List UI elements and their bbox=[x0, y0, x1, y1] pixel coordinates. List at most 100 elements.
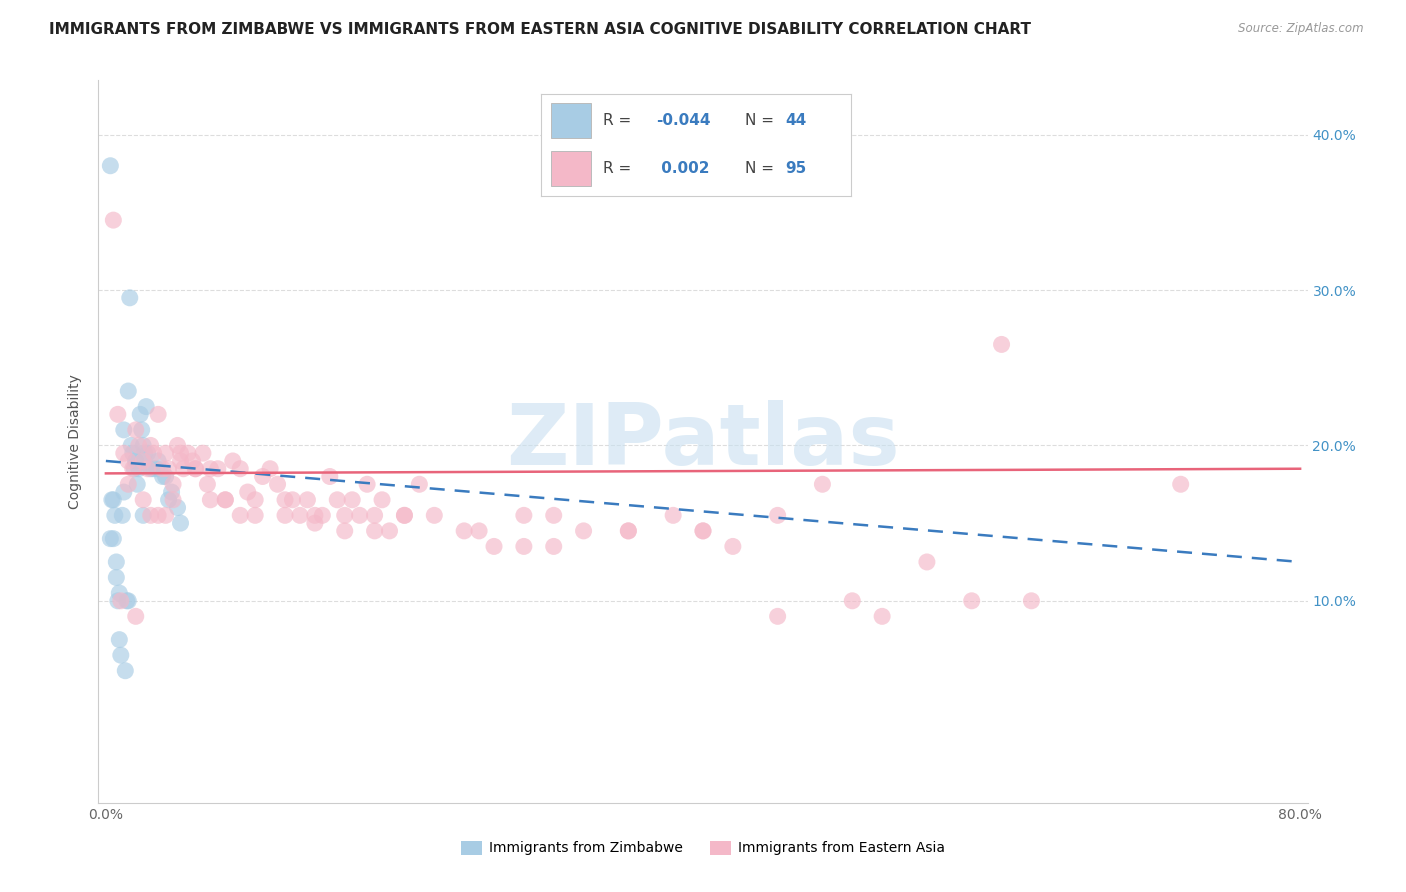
Point bbox=[513, 508, 536, 523]
Point bbox=[259, 461, 281, 475]
Point bbox=[394, 508, 416, 523]
Point bbox=[121, 461, 143, 475]
Legend: Immigrants from Zimbabwe, Immigrants from Eastern Asia: Immigrants from Zimbabwe, Immigrants fro… bbox=[456, 835, 950, 861]
Point bbox=[127, 477, 149, 491]
Point bbox=[915, 555, 938, 569]
Point bbox=[120, 438, 142, 452]
FancyBboxPatch shape bbox=[551, 151, 591, 186]
Point bbox=[766, 508, 789, 523]
Point bbox=[408, 477, 430, 491]
Point bbox=[129, 408, 152, 422]
Point bbox=[482, 540, 505, 554]
Point bbox=[117, 384, 139, 398]
Point bbox=[112, 485, 135, 500]
Point bbox=[132, 508, 155, 523]
Point bbox=[811, 477, 834, 491]
Point bbox=[125, 423, 148, 437]
Point bbox=[333, 524, 356, 538]
Point bbox=[139, 438, 162, 452]
Point bbox=[297, 492, 319, 507]
Point bbox=[117, 454, 139, 468]
Text: Source: ZipAtlas.com: Source: ZipAtlas.com bbox=[1239, 22, 1364, 36]
Point bbox=[110, 648, 132, 663]
Point bbox=[146, 408, 169, 422]
Point bbox=[146, 508, 169, 523]
Point bbox=[274, 508, 297, 523]
Point bbox=[766, 609, 789, 624]
Point bbox=[266, 477, 288, 491]
Point bbox=[394, 508, 416, 523]
Point bbox=[155, 469, 177, 483]
Text: N =: N = bbox=[745, 161, 775, 176]
Point bbox=[142, 446, 165, 460]
Text: N =: N = bbox=[745, 112, 775, 128]
Point bbox=[960, 594, 983, 608]
Point bbox=[274, 492, 297, 507]
Point bbox=[252, 469, 274, 483]
Point bbox=[105, 555, 128, 569]
Point bbox=[423, 508, 446, 523]
Point bbox=[157, 492, 180, 507]
Point bbox=[155, 508, 177, 523]
Point bbox=[281, 492, 304, 507]
Point bbox=[617, 524, 640, 538]
Point bbox=[721, 540, 744, 554]
Point bbox=[378, 524, 401, 538]
Point bbox=[136, 446, 159, 460]
Text: 95: 95 bbox=[786, 161, 807, 176]
Point bbox=[304, 508, 326, 523]
Point bbox=[243, 492, 266, 507]
Text: R =: R = bbox=[603, 161, 631, 176]
Point bbox=[125, 454, 148, 468]
Point bbox=[103, 532, 125, 546]
Point bbox=[1170, 477, 1192, 491]
Point bbox=[152, 461, 174, 475]
Point bbox=[214, 492, 236, 507]
Point bbox=[160, 485, 183, 500]
Point bbox=[169, 454, 191, 468]
Point bbox=[125, 454, 148, 468]
Point bbox=[181, 454, 204, 468]
Point bbox=[114, 664, 136, 678]
Point bbox=[222, 454, 245, 468]
Text: 44: 44 bbox=[786, 112, 807, 128]
Point bbox=[1021, 594, 1043, 608]
Point bbox=[131, 423, 153, 437]
Point bbox=[662, 508, 685, 523]
Point bbox=[125, 609, 148, 624]
Point bbox=[617, 524, 640, 538]
Point bbox=[107, 408, 129, 422]
Point bbox=[105, 570, 128, 584]
Point bbox=[229, 508, 252, 523]
Point bbox=[132, 454, 155, 468]
Point bbox=[108, 632, 131, 647]
Point bbox=[200, 492, 222, 507]
FancyBboxPatch shape bbox=[551, 103, 591, 137]
Point bbox=[112, 446, 135, 460]
Point bbox=[132, 438, 155, 452]
Point bbox=[311, 508, 333, 523]
Point bbox=[115, 594, 138, 608]
Point bbox=[103, 213, 125, 227]
Point bbox=[243, 508, 266, 523]
Point bbox=[333, 508, 356, 523]
Point bbox=[135, 400, 157, 414]
Point bbox=[363, 508, 385, 523]
Point bbox=[111, 508, 134, 523]
Point bbox=[108, 586, 131, 600]
Point bbox=[288, 508, 311, 523]
Point bbox=[152, 469, 174, 483]
Point bbox=[453, 524, 475, 538]
Point bbox=[184, 461, 207, 475]
Point bbox=[191, 446, 214, 460]
Point bbox=[107, 594, 129, 608]
Point bbox=[349, 508, 371, 523]
Point bbox=[200, 461, 222, 475]
Point bbox=[356, 477, 378, 491]
Point bbox=[236, 485, 259, 500]
Point bbox=[197, 477, 219, 491]
Point bbox=[157, 461, 180, 475]
Point bbox=[155, 446, 177, 460]
Point bbox=[98, 532, 121, 546]
Point bbox=[363, 524, 385, 538]
